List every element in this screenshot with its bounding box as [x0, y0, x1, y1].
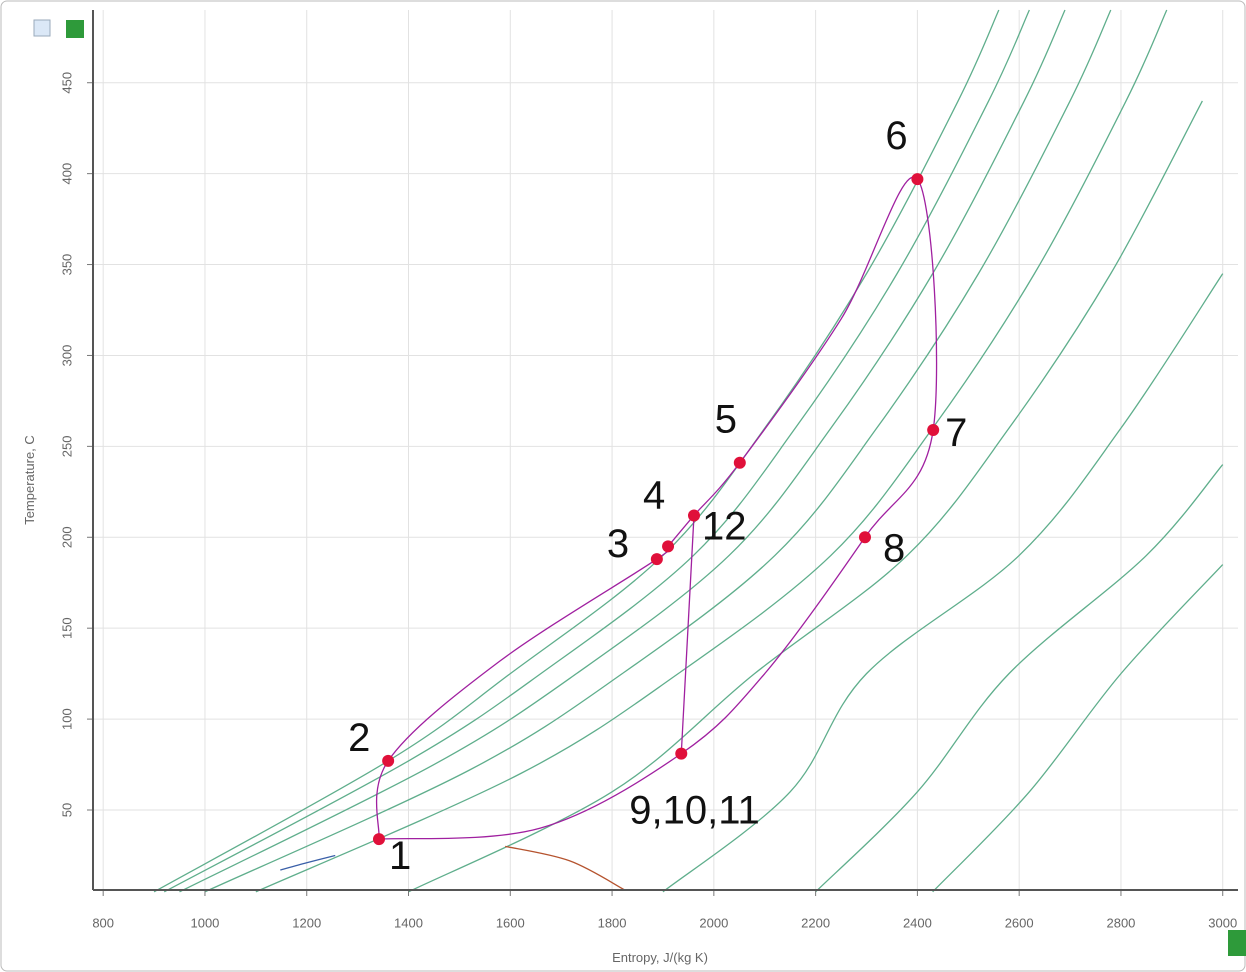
point-label: 2	[348, 716, 370, 760]
y-tick-label: 250	[59, 436, 74, 458]
x-tick-label: 1400	[394, 915, 423, 930]
isoline	[179, 9, 1066, 893]
x-tick-label: 800	[92, 915, 114, 930]
point-label: 1	[389, 834, 411, 878]
state-point	[911, 173, 924, 186]
x-tick-label: 1200	[292, 915, 321, 930]
toolbar-icon[interactable]	[33, 19, 51, 37]
point-label: 4	[643, 473, 665, 517]
isoline	[505, 845, 626, 891]
x-tick-label: 2000	[699, 915, 728, 930]
y-tick-label: 450	[59, 72, 74, 94]
x-tick-label: 2200	[801, 915, 830, 930]
y-tick-label: 50	[59, 803, 74, 817]
x-tick-label: 1600	[496, 915, 525, 930]
point-label: 7	[945, 411, 967, 455]
point-label: 8	[883, 526, 905, 570]
isoline	[280, 854, 336, 871]
isoline	[680, 515, 695, 754]
zoom-icon[interactable]	[66, 20, 84, 38]
y-tick-label: 200	[59, 526, 74, 548]
point-label: 9,10,11	[629, 789, 760, 833]
state-point	[662, 540, 675, 553]
y-tick-label: 400	[59, 163, 74, 185]
isoline	[375, 176, 938, 840]
y-axis-title: Temperature, C	[22, 435, 37, 525]
state-point	[372, 833, 385, 846]
x-tick-label: 3000	[1208, 915, 1237, 930]
point-label: 12	[702, 504, 747, 548]
state-point	[927, 424, 940, 436]
isoline	[204, 9, 1112, 893]
state-point	[858, 531, 871, 544]
isoline	[815, 464, 1224, 893]
x-axis-title: Entropy, J/(kg K)	[612, 950, 708, 965]
point-label: 5	[715, 398, 737, 442]
state-point	[382, 754, 395, 767]
state-point	[733, 456, 746, 469]
state-point	[650, 553, 663, 566]
state-point	[675, 747, 688, 760]
x-tick-label: 1000	[190, 915, 219, 930]
x-tick-label: 2800	[1106, 915, 1135, 930]
y-tick-label: 350	[59, 254, 74, 276]
state-point	[687, 509, 700, 522]
isoline	[408, 100, 1203, 893]
zoom-icon[interactable]	[1228, 930, 1246, 956]
isoline	[932, 564, 1224, 893]
point-label: 3	[607, 522, 629, 566]
point-label: 6	[885, 114, 907, 158]
y-tick-label: 150	[59, 617, 74, 639]
x-tick-label: 2400	[903, 915, 932, 930]
isoline	[662, 273, 1224, 893]
y-tick-label: 100	[59, 708, 74, 730]
x-tick-label: 1800	[598, 915, 627, 930]
isoline	[255, 9, 1168, 893]
y-tick-label: 300	[59, 345, 74, 367]
isoline	[163, 9, 1030, 893]
x-tick-label: 2600	[1005, 915, 1034, 930]
